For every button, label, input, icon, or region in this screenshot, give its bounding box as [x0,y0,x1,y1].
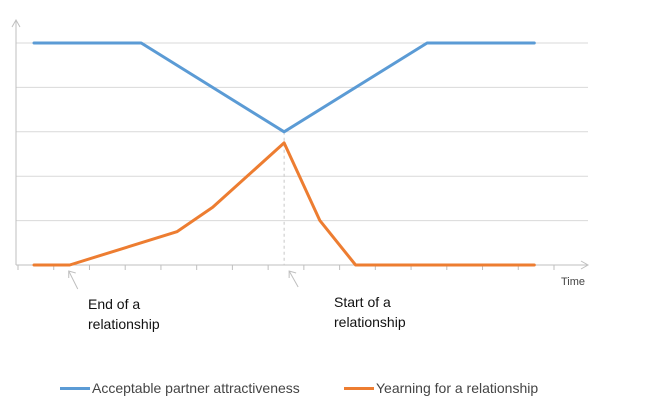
annotation-start-of-relationship: Start of a relationship [334,292,406,332]
series-line-yearning-for-a-relationship [32,141,536,267]
start-pointer-arrow-line [288,270,299,288]
annotation-line: End of a [88,296,141,312]
legend-label: Acceptable partner attractiveness [92,380,300,396]
series-line-acceptable-partner-attractiveness [32,41,536,134]
annotation-line: Start of a [334,294,391,310]
gridlines [16,42,588,222]
x-axis-arrow [580,260,590,270]
legend-label: Yearning for a relationship [376,380,539,396]
end-pointer-arrowhead [68,270,76,278]
legend-swatch [60,386,90,390]
annotation-line: relationship [334,314,406,330]
legend-swatch [344,386,374,390]
annotation-line: relationship [88,316,160,332]
x-axis-label: Time [561,276,585,288]
event-markers [68,131,299,290]
y-axis-arrow [11,18,21,28]
annotation-end-of-relationship: End of a relationship [88,294,160,334]
axes [11,18,590,270]
start-pointer-arrowhead [288,270,297,278]
legend: Acceptable partner attractiveness Yearni… [0,380,652,402]
series-lines [32,41,536,267]
end-pointer-arrow-line [68,270,79,290]
legend-item-yearning-for-a-relationship: Yearning for a relationship [344,380,538,396]
legend-item-acceptable-partner-attractiveness: Acceptable partner attractiveness [60,380,300,396]
